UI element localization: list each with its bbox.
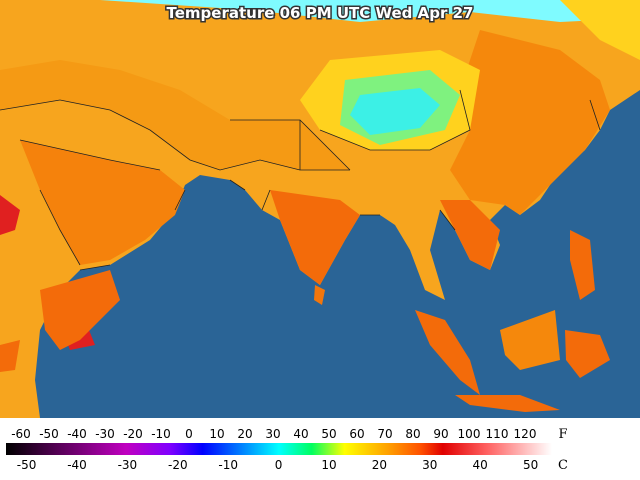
celsius-tick: -10 (218, 458, 238, 472)
map-title: Temperature 06 PM UTC Wed Apr 27 (167, 4, 474, 22)
legend: F C -60 -50 -40 -30 -20 -10 0 10 20 30 40 50 60 70 80 9… (6, 427, 568, 473)
fahrenheit-tick: -50 (39, 427, 59, 441)
fahrenheit-tick: -60 (11, 427, 31, 441)
fahrenheit-tick: 80 (405, 427, 420, 441)
celsius-tick: -40 (67, 458, 87, 472)
celsius-tick: -50 (17, 458, 37, 472)
celsius-tick: -20 (168, 458, 188, 472)
fahrenheit-tick: -20 (123, 427, 143, 441)
celsius-tick: 40 (473, 458, 488, 472)
celsius-tick: -30 (118, 458, 138, 472)
celsius-tick: 10 (321, 458, 336, 472)
fahrenheit-tick: 10 (209, 427, 224, 441)
fahrenheit-tick: 30 (265, 427, 280, 441)
fahrenheit-tick: -40 (67, 427, 87, 441)
fahrenheit-tick: 120 (514, 427, 537, 441)
fahrenheit-tick: 20 (237, 427, 252, 441)
celsius-tick: 20 (372, 458, 387, 472)
map-area: Temperature 06 PM UTC Wed Apr 27 (0, 0, 640, 418)
fahrenheit-tick: 40 (293, 427, 308, 441)
fahrenheit-tick: -10 (151, 427, 171, 441)
fahrenheit-tick: 90 (433, 427, 448, 441)
celsius-tick: 0 (275, 458, 283, 472)
color-scale (6, 443, 552, 455)
celsius-tick: 30 (422, 458, 437, 472)
fahrenheit-tick: 50 (321, 427, 336, 441)
celsius-unit: C (558, 458, 568, 473)
fahrenheit-tick: 100 (458, 427, 481, 441)
fahrenheit-unit: F (558, 427, 567, 442)
celsius-tick: 50 (523, 458, 538, 472)
fahrenheit-tick: 110 (486, 427, 509, 441)
fahrenheit-tick: 60 (349, 427, 364, 441)
fahrenheit-tick: -30 (95, 427, 115, 441)
fahrenheit-tick: 0 (185, 427, 193, 441)
fahrenheit-tick: 70 (377, 427, 392, 441)
